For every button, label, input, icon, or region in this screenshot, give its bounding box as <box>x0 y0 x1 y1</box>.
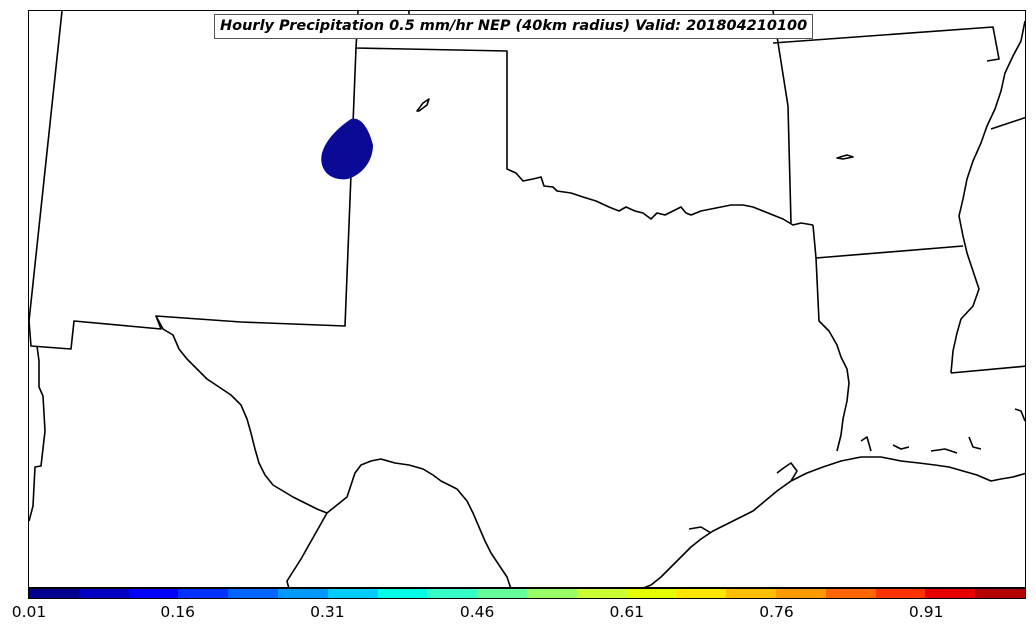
colorbar-tick-label: 0.91 <box>908 603 944 621</box>
colorbar-segment <box>277 589 328 598</box>
map-title: Hourly Precipitation 0.5 mm/hr NEP (40km… <box>214 14 814 39</box>
state-boundary-line <box>772 26 1000 62</box>
colorbar-segment <box>825 589 876 598</box>
colorbar-tick-label: 0.16 <box>160 603 195 621</box>
colorbar-segment <box>726 589 776 598</box>
state-boundary-line <box>815 245 964 259</box>
colorbar-segment <box>576 589 627 598</box>
colorbar-segment <box>78 589 129 598</box>
colorbar-segment <box>377 589 428 598</box>
lake <box>836 154 854 160</box>
state-boundary-line <box>29 11 63 322</box>
colorbar-tick-label: 0.61 <box>609 603 645 621</box>
map-canvas <box>29 11 1025 587</box>
colorbar-segment <box>925 589 976 598</box>
colorbar-segment <box>29 589 79 598</box>
colorbar-segment <box>427 589 478 598</box>
precipitation-area <box>321 118 373 180</box>
lake <box>416 98 430 112</box>
colorbar-segment <box>526 589 577 598</box>
coastline <box>688 408 1025 534</box>
map-area <box>28 10 1026 588</box>
colorbar <box>28 588 1026 599</box>
state-boundary-line <box>355 11 814 226</box>
state-boundary-line <box>950 20 1025 374</box>
colorbar-segment <box>775 589 826 598</box>
colorbar-segment <box>228 589 278 598</box>
colorbar-segment <box>128 589 179 598</box>
state-boundary-line <box>29 345 46 522</box>
colorbar-segment <box>676 589 727 598</box>
state-boundary-line <box>29 47 357 350</box>
colorbar-tick-label: 0.31 <box>310 603 345 621</box>
colorbar-segment <box>626 589 677 598</box>
colorbar-segment <box>875 589 926 598</box>
colorbar-tick-label: 0.76 <box>759 603 794 621</box>
state-boundary-line <box>286 512 328 587</box>
state-boundary-line <box>990 116 1025 130</box>
colorbar-tick-label: 0.46 <box>459 603 495 621</box>
colorbar-segment <box>477 589 527 598</box>
colorbar-segment <box>327 589 378 598</box>
coastline <box>643 456 1025 587</box>
state-boundary-line <box>950 365 1025 374</box>
colorbar-segment <box>178 589 229 598</box>
colorbar-segment <box>975 589 1025 598</box>
colorbar-tick-label: 0.01 <box>11 603 47 621</box>
state-boundary-line <box>812 224 850 452</box>
state-boundary-line <box>155 315 512 587</box>
